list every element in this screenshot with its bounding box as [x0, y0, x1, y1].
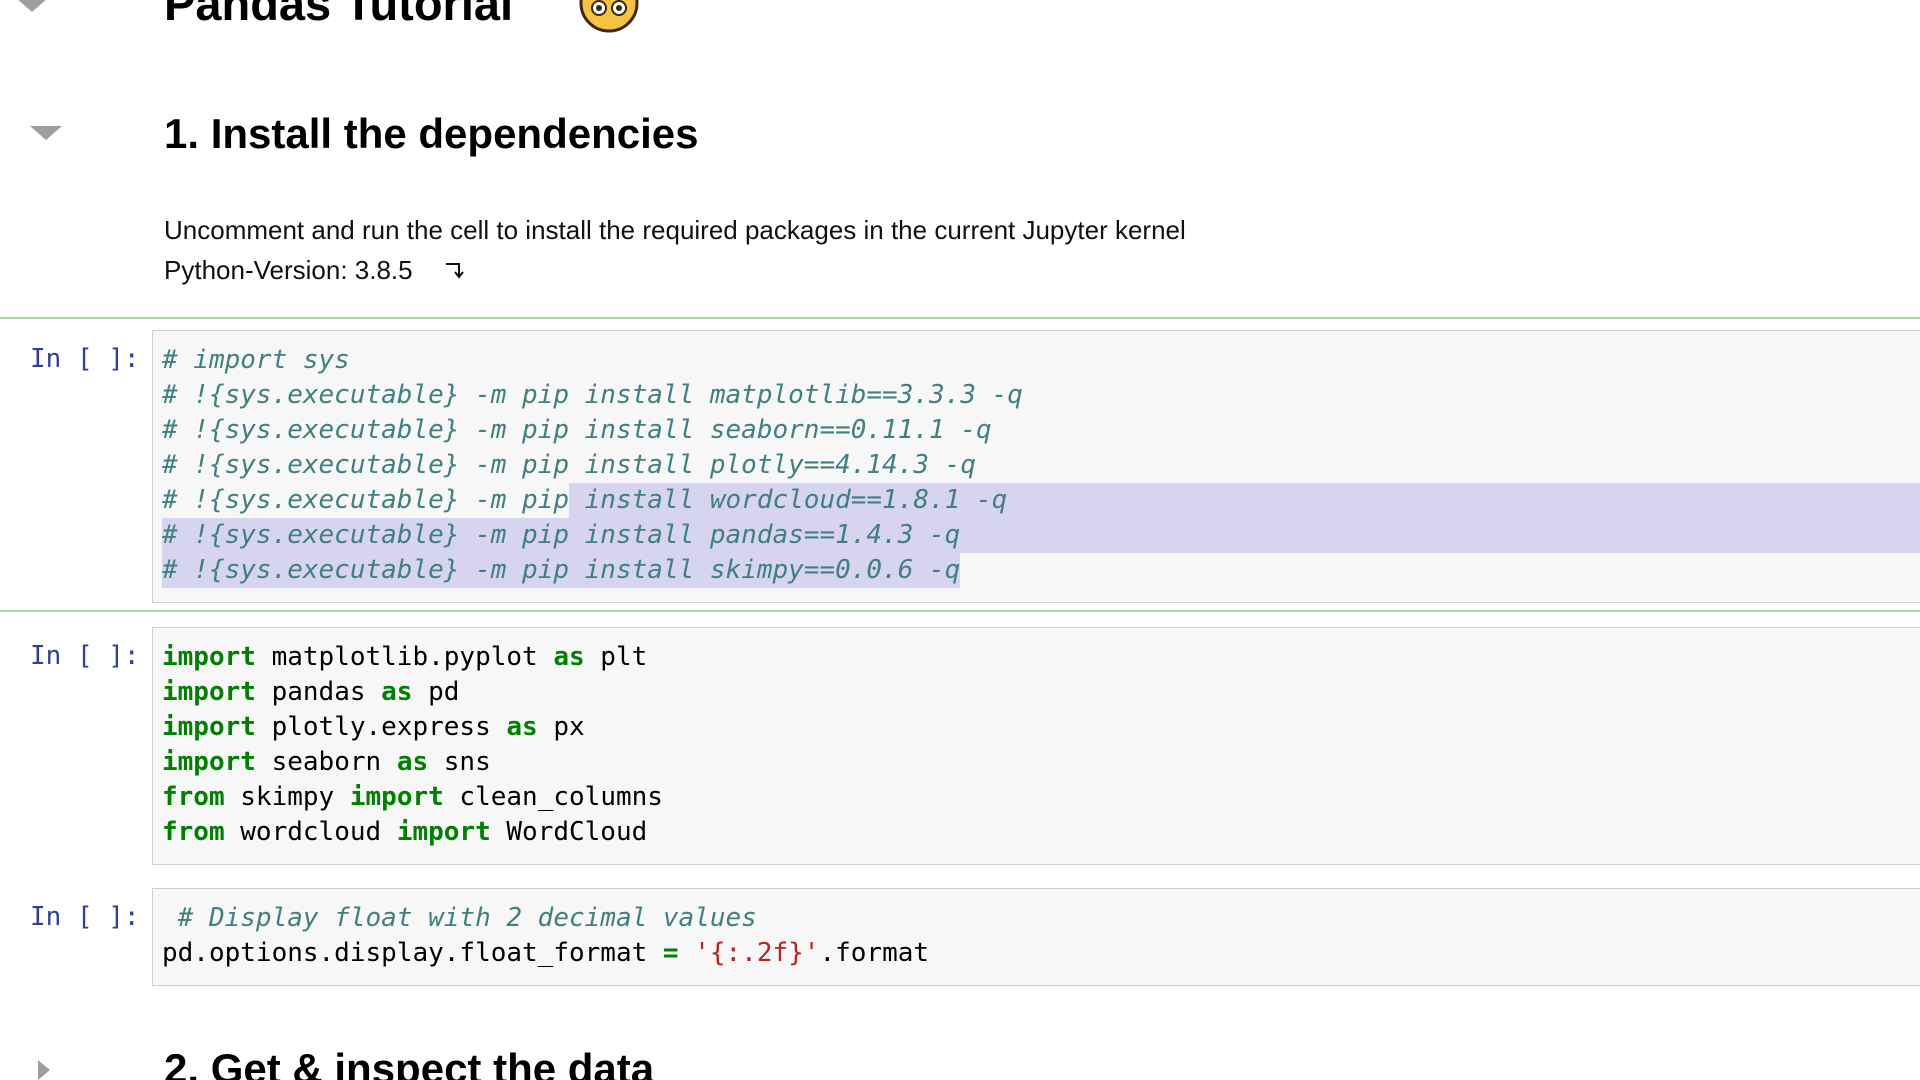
code-token: pd — [412, 677, 460, 707]
code-line: # !{sys.executable} -m pip install seabo… — [162, 413, 1920, 448]
code-token: pandas — [255, 677, 382, 707]
code-token: from — [162, 817, 225, 847]
markdown-text: Uncomment and run the cell to install th… — [164, 215, 1186, 245]
expand-arrow[interactable] — [34, 1058, 54, 1080]
code-line: # !{sys.executable} -m pip install matpl… — [162, 378, 1920, 413]
code-token: as — [396, 747, 429, 777]
cell-prompt: In [ ]: — [30, 902, 140, 932]
emoji — [579, 0, 639, 33]
code-token: matplotlib.pyplot — [255, 642, 554, 672]
code-token: # !{sys.executable} -m pip install seabo… — [162, 415, 992, 445]
code-token: px — [537, 712, 585, 742]
code-token: clean_columns — [443, 782, 663, 812]
code-token: plotly.express — [255, 712, 507, 742]
cell-prompt: In [ ]: — [30, 641, 140, 671]
code-cell[interactable]: # import sys # !{sys.executable} -m pip i… — [152, 330, 1920, 603]
code-line: import plotly.express as px — [162, 710, 1920, 745]
code-line: pd.options.display.float_format = '{:.2f… — [162, 936, 1920, 971]
code-token: # !{sys.executable} -m pip install skimp… — [162, 555, 961, 585]
code-token: .format — [819, 938, 930, 968]
code-token — [679, 938, 695, 968]
code-line: # Display float with 2 decimal values — [162, 901, 1920, 936]
cell-separator — [0, 610, 1920, 612]
code-line: # !{sys.executable} -m pip install plotl… — [162, 448, 1920, 483]
anchor-icon — [446, 263, 464, 279]
code-cell[interactable]: import matplotlib.pyplot as plt import pa… — [152, 627, 1920, 865]
code-token: import — [162, 677, 256, 707]
code-line: # !{sys.executable} -m pip install wordc… — [162, 483, 1920, 518]
section-heading: 1. Install the dependencies — [164, 110, 699, 157]
code-token: WordCloud — [490, 817, 648, 847]
markdown-text: Python-Version: 3.8.5 — [164, 255, 413, 285]
code-line: # !{sys.executable} -m pip install skimp… — [162, 553, 1920, 588]
code-token: pd.options.display.float_format — [162, 938, 663, 968]
code-token: # Display float with 2 decimal values — [162, 903, 757, 933]
selection — [162, 518, 1920, 553]
code-token: wordcloud — [224, 817, 397, 847]
code-token: as — [381, 677, 413, 707]
code-token: sns — [428, 747, 491, 777]
code-token: as — [506, 712, 538, 742]
code-token: # !{sys.executable} -m pip install wordc… — [162, 485, 1008, 515]
code-line: import seaborn as sns — [162, 745, 1920, 780]
code-token: as — [553, 642, 585, 672]
section-heading: 2. Get & inspect the data — [164, 1045, 655, 1080]
code-token: # !{sys.executable} -m pip install plotl… — [162, 450, 976, 480]
code-line: from skimpy import clean_columns — [162, 780, 1920, 815]
code-token: # !{sys.executable} -m pip install panda… — [162, 520, 961, 550]
code-line: # import sys — [162, 343, 1920, 378]
code-cell[interactable]: # Display float with 2 decimal values pd.… — [152, 888, 1920, 986]
collapse-arrow[interactable] — [28, 122, 64, 146]
selection — [568, 483, 1920, 518]
code-token: import — [162, 747, 256, 777]
notebook-title: Pandas Tutorial — [164, 0, 514, 30]
code-token: from — [162, 782, 225, 812]
code-token: plt — [584, 642, 648, 672]
code-token: import — [349, 782, 444, 812]
selection — [162, 553, 961, 588]
code-token: seaborn — [255, 747, 397, 777]
code-token: import — [162, 712, 256, 742]
cell-prompt: In [ ]: — [30, 344, 140, 374]
code-token: skimpy — [224, 782, 350, 812]
code-line: import matplotlib.pyplot as plt — [162, 640, 1920, 675]
code-token: # !{sys.executable} -m pip install matpl… — [162, 380, 1023, 410]
code-token: = — [662, 938, 679, 968]
code-token: import — [162, 642, 256, 672]
code-line: import pandas as pd — [162, 675, 1920, 710]
code-token: # import sys — [162, 345, 350, 375]
code-line: from wordcloud import WordCloud — [162, 815, 1920, 850]
code-line: # !{sys.executable} -m pip install panda… — [162, 518, 1920, 553]
cell-separator — [0, 317, 1920, 319]
code-token: '{:.2f}' — [694, 938, 820, 968]
collapse-arrow[interactable] — [12, 0, 52, 18]
code-token: import — [396, 817, 491, 847]
